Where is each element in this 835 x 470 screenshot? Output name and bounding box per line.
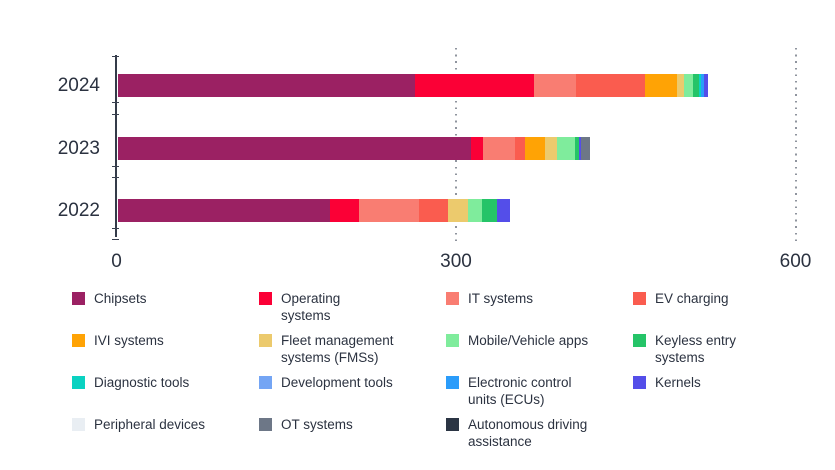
bar-row-2022 xyxy=(117,198,511,222)
bar-segment-mobile-vehicle-apps-2024 xyxy=(684,73,694,97)
bar-segment-chipsets-2023 xyxy=(117,137,471,160)
legend-item-operating-systems: Operating systems xyxy=(259,290,446,332)
bar-segment-kernels-2023 xyxy=(579,137,582,160)
legend-item-ot-systems: OT systems xyxy=(259,416,446,458)
legend-swatch-mobile-vehicle-apps xyxy=(446,334,459,347)
y-axis-tick xyxy=(112,102,119,104)
legend-swatch-peripheral-devices xyxy=(72,418,85,431)
legend-label: OT systems xyxy=(281,417,353,432)
legend-swatch-operating-systems xyxy=(259,292,272,305)
legend-label: Fleet management systems (FMSs) xyxy=(281,333,394,365)
legend-item-development-tools: Development tools xyxy=(259,374,446,416)
bar-segment-ev-charging-2023 xyxy=(514,137,525,160)
legend-label: Peripheral devices xyxy=(94,417,206,432)
bar-segment-it-systems-2022 xyxy=(358,198,419,222)
legend-item-kernels: Kernels xyxy=(633,374,820,416)
bar-segment-kernels-2024 xyxy=(703,73,709,97)
bar-segment-ivi-systems-2024 xyxy=(644,73,677,97)
y-axis-label-2022: 2022 xyxy=(57,199,100,221)
bar-segment-keyless-entry-systems-2022 xyxy=(481,198,497,222)
bar-segment-operating-systems-2023 xyxy=(470,137,484,160)
legend-swatch-ev-charging xyxy=(633,292,646,305)
legend-label: Chipsets xyxy=(94,291,147,306)
legend-label: Keyless entry systems xyxy=(655,333,737,365)
legend-swatch-chipsets xyxy=(72,292,85,305)
legend-swatch-electronic-control-units-ecus xyxy=(446,376,459,389)
legend-item-fleet-management-systems-fmss: Fleet management systems (FMSs) xyxy=(259,332,446,374)
legend-swatch-autonomous-driving-assistance xyxy=(446,418,459,431)
bar-segment-keyless-entry-systems-2023 xyxy=(574,137,580,160)
bar-segment-ev-charging-2024 xyxy=(575,73,645,97)
legend-item-chipsets: Chipsets xyxy=(72,290,259,332)
y-axis-tick xyxy=(112,239,119,241)
bar-segment-diagnostic-tools-2024 xyxy=(699,73,702,97)
legend-label: IT systems xyxy=(468,291,534,306)
y-axis-tick xyxy=(112,56,119,58)
legend-label: Kernels xyxy=(655,375,701,390)
y-axis-tick xyxy=(112,177,119,179)
legend-item-keyless-entry-systems: Keyless entry systems xyxy=(633,332,820,374)
bar-segment-mobile-vehicle-apps-2022 xyxy=(468,198,482,222)
bar-segment-ivi-systems-2023 xyxy=(524,137,546,160)
x-axis-label-600: 600 xyxy=(779,251,812,272)
legend-item-mobile-vehicle-apps: Mobile/Vehicle apps xyxy=(446,332,633,374)
bar-segment-kernels-2022 xyxy=(496,198,511,222)
y-axis-tick xyxy=(112,114,119,116)
legend-item-it-systems: IT systems xyxy=(446,290,633,332)
bar-segment-mobile-vehicle-apps-2023 xyxy=(556,137,575,160)
legend-item-ev-charging: EV charging xyxy=(633,290,820,332)
legend-swatch-keyless-entry-systems xyxy=(633,334,646,347)
bar-segment-keyless-entry-systems-2024 xyxy=(693,73,700,97)
legend-item-ivi-systems: IVI systems xyxy=(72,332,259,374)
bar-segment-fleet-management-systems-fmss-2024 xyxy=(676,73,685,97)
bar-segment-fleet-management-systems-fmss-2022 xyxy=(447,198,469,222)
bar-segment-electronic-control-units-ecus-2024 xyxy=(701,73,704,97)
y-axis-tick xyxy=(112,166,119,168)
legend-item-peripheral-devices: Peripheral devices xyxy=(72,416,259,458)
y-axis-label-2023: 2023 xyxy=(57,138,100,159)
legend-item-autonomous-driving-assistance: Autonomous driving assistance xyxy=(446,416,633,458)
legend-swatch-diagnostic-tools xyxy=(72,376,85,389)
bar-segment-chipsets-2024 xyxy=(117,73,416,97)
bar-segment-operating-systems-2022 xyxy=(330,198,359,222)
bar-row-2024 xyxy=(117,73,709,97)
legend-item-diagnostic-tools: Diagnostic tools xyxy=(72,374,259,416)
legend-label: IVI systems xyxy=(94,333,164,348)
legend-label: Electronic control units (ECUs) xyxy=(468,375,572,407)
y-axis-tick xyxy=(112,228,119,230)
plot-area: 2024 2023 2022 0 300 600 xyxy=(57,48,812,272)
gridline-600 xyxy=(794,48,797,246)
legend-item-electronic-control-units-ecus: Electronic control units (ECUs) xyxy=(446,374,633,416)
bar-segment-fleet-management-systems-fmss-2023 xyxy=(545,137,557,160)
bar-segment-chipsets-2022 xyxy=(117,198,331,222)
x-axis-label-0: 0 xyxy=(111,251,122,272)
bar-segment-it-systems-2023 xyxy=(483,137,515,160)
legend: Chipsets Operating systems IT systems EV ch… xyxy=(72,290,820,458)
legend-swatch-it-systems xyxy=(446,292,459,305)
legend-swatch-kernels xyxy=(633,376,646,389)
x-axis-label-300: 300 xyxy=(440,251,472,272)
legend-label: Diagnostic tools xyxy=(94,375,190,390)
bar-segment-it-systems-2024 xyxy=(533,73,576,97)
legend-swatch-ot-systems xyxy=(259,418,272,431)
legend-swatch-ivi-systems xyxy=(72,334,85,347)
bar-segment-operating-systems-2024 xyxy=(415,73,534,97)
legend-swatch-fleet-management-systems-fmss xyxy=(259,334,272,347)
legend-label: Mobile/Vehicle apps xyxy=(468,333,589,348)
legend-swatch-development-tools xyxy=(259,376,272,389)
legend-label: Autonomous driving assistance xyxy=(468,417,588,449)
bar-row-2023 xyxy=(117,137,591,160)
bar-segment-ot-systems-2023 xyxy=(581,137,591,160)
y-axis-line xyxy=(115,55,117,237)
legend-label: Operating systems xyxy=(281,291,341,323)
y-axis-label-2024: 2024 xyxy=(57,74,100,96)
legend-label: Development tools xyxy=(281,375,393,390)
legend-label: EV charging xyxy=(655,291,729,306)
bar-segment-ev-charging-2022 xyxy=(418,198,448,222)
